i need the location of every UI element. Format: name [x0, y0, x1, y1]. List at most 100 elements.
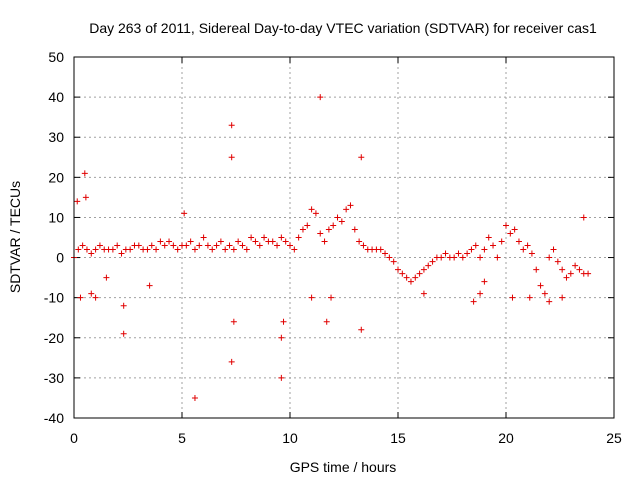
data-point: [261, 234, 268, 241]
data-point: [88, 250, 95, 257]
y-tick-label: 20: [48, 169, 64, 185]
data-point: [321, 238, 328, 245]
data-point: [230, 318, 237, 325]
grid-lines: [74, 57, 614, 418]
data-point: [546, 254, 553, 261]
data-point: [228, 154, 235, 161]
data-point: [425, 262, 432, 269]
data-point: [399, 270, 406, 277]
x-tick-label: 15: [390, 430, 406, 446]
data-point: [477, 290, 484, 297]
data-point: [282, 238, 289, 245]
y-tick-labels: 50 40 30 20 10 0 -10 -20 -30 -40: [44, 49, 64, 426]
data-point: [509, 294, 516, 301]
data-point: [278, 334, 285, 341]
data-point: [79, 242, 86, 249]
data-point: [174, 246, 181, 253]
plot-frame: [73, 56, 615, 419]
data-point: [146, 282, 153, 289]
x-tick-label: 5: [178, 430, 186, 446]
data-point: [299, 226, 306, 233]
data-point: [280, 318, 287, 325]
data-point: [526, 294, 533, 301]
data-point: [338, 218, 345, 225]
data-point: [103, 274, 110, 281]
data-point: [351, 226, 358, 233]
data-point: [358, 326, 365, 333]
data-point: [114, 242, 121, 249]
y-tick-label: -10: [44, 290, 64, 306]
data-point: [81, 170, 88, 177]
data-point: [546, 298, 553, 305]
data-point: [386, 254, 393, 261]
data-point: [92, 294, 99, 301]
data-point: [127, 246, 134, 253]
data-point: [470, 298, 477, 305]
data-point: [170, 242, 177, 249]
data-point: [191, 246, 198, 253]
data-point: [230, 246, 237, 253]
data-point: [92, 246, 99, 253]
data-point: [533, 266, 540, 273]
data-point: [515, 238, 522, 245]
data-point: [407, 278, 414, 285]
data-point: [528, 250, 535, 257]
data-point: [256, 242, 263, 249]
data-point: [226, 242, 233, 249]
data-point: [248, 234, 255, 241]
data-point: [537, 282, 544, 289]
x-tick-label: 25: [606, 430, 622, 446]
data-point: [477, 254, 484, 261]
data-point: [74, 198, 81, 205]
axis-ticks: [73, 56, 615, 419]
y-tick-label: -30: [44, 370, 64, 386]
data-point: [209, 246, 216, 253]
data-point: [438, 254, 445, 261]
data-point: [494, 254, 501, 261]
data-point: [563, 274, 570, 281]
data-point: [200, 234, 207, 241]
data-point: [83, 246, 90, 253]
data-point: [576, 266, 583, 273]
data-point: [161, 242, 168, 249]
data-point: [82, 194, 89, 201]
data-point: [157, 238, 164, 245]
data-point: [334, 214, 341, 221]
data-point: [191, 394, 198, 401]
data-point: [442, 250, 449, 257]
data-point: [520, 246, 527, 253]
x-tick-label: 10: [282, 430, 298, 446]
data-point: [239, 242, 246, 249]
data-point: [323, 318, 330, 325]
data-point: [243, 246, 250, 253]
data-point: [420, 290, 427, 297]
data-point: [580, 214, 587, 221]
data-point: [217, 238, 224, 245]
data-point: [347, 202, 354, 209]
data-point: [572, 262, 579, 269]
data-point: [96, 242, 103, 249]
data-point: [228, 122, 235, 129]
data-point: [472, 242, 479, 249]
data-point: [356, 238, 363, 245]
data-point: [507, 230, 514, 237]
data-point: [490, 242, 497, 249]
data-point: [325, 226, 332, 233]
data-point: [503, 222, 509, 229]
data-point: [377, 246, 384, 253]
y-tick-label: 50: [48, 49, 64, 65]
x-tick-labels: 0 5 10 15 20 25: [70, 430, 622, 446]
data-point: [222, 246, 229, 253]
data-point: [312, 210, 319, 217]
data-point: [274, 242, 281, 249]
data-point: [550, 246, 557, 253]
data-point: [420, 266, 427, 273]
data-point: [120, 330, 127, 337]
data-point: [135, 242, 142, 249]
data-point: [468, 246, 475, 253]
data-point: [554, 258, 561, 265]
data-point: [395, 266, 401, 273]
data-point: [153, 246, 160, 253]
data-point: [304, 222, 311, 229]
